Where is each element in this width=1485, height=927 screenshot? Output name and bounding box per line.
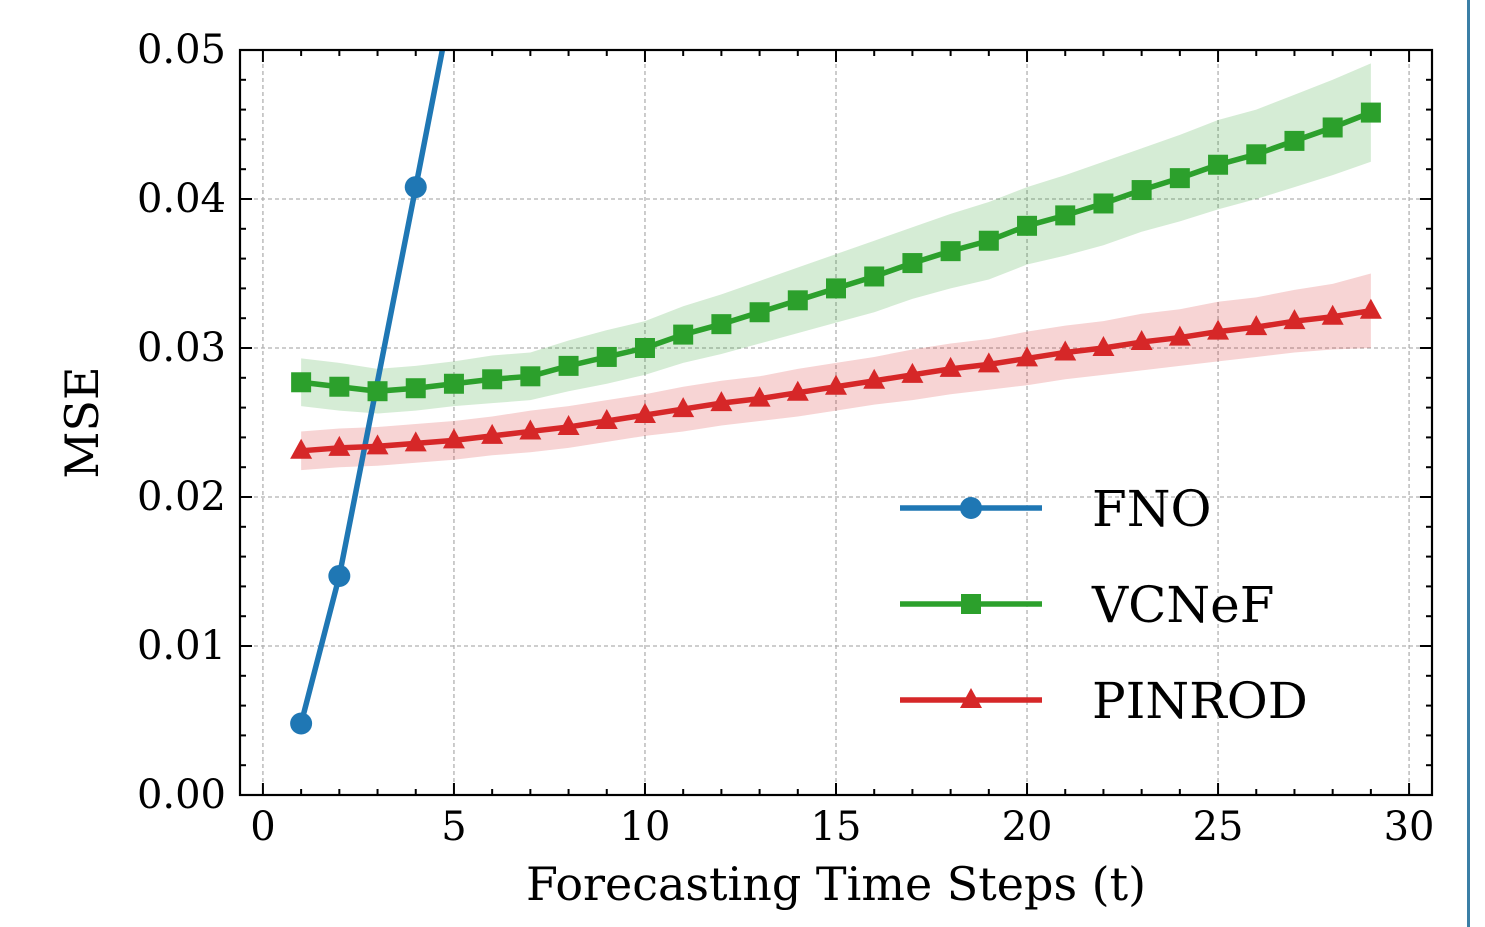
vcnef-marker bbox=[596, 346, 617, 367]
y-axis-title: MSE bbox=[55, 366, 109, 478]
pinrod-marker bbox=[863, 368, 886, 389]
vcnef-marker bbox=[405, 378, 426, 399]
vcnef-marker bbox=[711, 314, 732, 335]
y-tick-label: 0.01 bbox=[137, 623, 226, 669]
pinrod-marker bbox=[939, 356, 962, 377]
axes bbox=[238, 48, 1434, 797]
pinrod-marker bbox=[1283, 309, 1306, 330]
pinrod-marker bbox=[557, 414, 580, 435]
pinrod-marker bbox=[901, 362, 924, 383]
vcnef-marker bbox=[329, 376, 350, 397]
y-tick-label: 0.02 bbox=[137, 474, 226, 520]
pinrod-marker bbox=[825, 374, 847, 395]
pinrod-marker bbox=[977, 352, 1000, 373]
pinrod-marker bbox=[748, 386, 771, 407]
legend-vcnef-marker bbox=[961, 594, 981, 614]
right-edge-border bbox=[1467, 0, 1485, 927]
vcnef-marker bbox=[520, 366, 541, 387]
pinrod-marker bbox=[786, 380, 809, 401]
legend-pinrod-label: PINROD bbox=[1092, 672, 1308, 730]
vcnef-marker bbox=[673, 324, 694, 345]
pinrod-marker bbox=[1245, 315, 1268, 336]
pinrod-marker bbox=[1092, 336, 1115, 356]
vcnef-marker bbox=[749, 302, 770, 323]
x-axis-title: Forecasting Time Steps (t) bbox=[526, 857, 1146, 911]
vcnef-marker bbox=[1169, 168, 1190, 189]
tick-labels: 0 5 10 15 20 25 30 0.00 0.01 0.02 0.03 0.04 0.05 bbox=[137, 27, 1435, 850]
pinrod-marker bbox=[1359, 298, 1382, 319]
pinrod-marker bbox=[290, 438, 313, 459]
x-tick-label: 10 bbox=[620, 804, 671, 850]
y-tick-label: 0.04 bbox=[137, 176, 226, 222]
x-tick-label: 20 bbox=[1002, 804, 1053, 850]
legend: FNO VCNeF PINROD bbox=[900, 480, 1308, 730]
pinrod-marker bbox=[1168, 325, 1191, 346]
vcnef-marker bbox=[558, 355, 579, 376]
fno-marker bbox=[290, 712, 313, 735]
pinrod-marker bbox=[1321, 304, 1344, 325]
vcnef-marker bbox=[978, 230, 999, 251]
pinrod-marker bbox=[366, 434, 389, 455]
pinrod-marker bbox=[1207, 319, 1230, 340]
x-tick-label: 30 bbox=[1384, 804, 1435, 850]
legend-pinrod-marker bbox=[960, 688, 982, 708]
vcnef-marker bbox=[291, 372, 312, 393]
pinrod-marker bbox=[328, 435, 351, 456]
pinrod-marker bbox=[519, 419, 542, 440]
series-markers bbox=[290, 102, 1382, 735]
fno-marker bbox=[404, 176, 427, 199]
pinrod-marker bbox=[1016, 346, 1039, 367]
pinrod-marker bbox=[1130, 330, 1153, 351]
pinrod-marker bbox=[710, 391, 733, 412]
pinrod-marker bbox=[672, 397, 695, 418]
vcnef-marker bbox=[1360, 102, 1381, 123]
legend-fno-marker bbox=[960, 497, 982, 519]
legend-fno-label: FNO bbox=[1092, 480, 1211, 538]
pinrod-marker bbox=[442, 428, 465, 449]
plot-frame bbox=[238, 48, 1434, 797]
x-tick-label: 25 bbox=[1193, 804, 1244, 850]
pinrod-marker bbox=[633, 403, 656, 424]
vcnef-marker bbox=[1284, 130, 1305, 151]
vcnef-marker bbox=[1322, 117, 1343, 138]
vcnef-marker bbox=[1093, 193, 1114, 214]
vcnef-marker bbox=[864, 266, 885, 287]
vcnef-marker bbox=[367, 381, 388, 402]
legend-vcnef-label: VCNeF bbox=[1091, 576, 1274, 634]
vcnef-marker bbox=[443, 373, 464, 394]
vcnef-marker bbox=[902, 253, 923, 274]
y-tick-label: 0.03 bbox=[137, 325, 226, 371]
fno-marker bbox=[328, 564, 351, 587]
x-tick-label: 5 bbox=[441, 804, 466, 850]
pinrod-marker bbox=[404, 431, 427, 452]
vcnef-marker bbox=[482, 369, 503, 390]
vcnef-marker bbox=[826, 278, 846, 299]
vcnef-marker bbox=[634, 338, 655, 358]
x-tick-label: 0 bbox=[250, 804, 275, 850]
vcnef-marker bbox=[1131, 180, 1152, 201]
y-tick-label: 0.00 bbox=[137, 772, 226, 818]
pinrod-marker bbox=[1054, 340, 1077, 361]
vcnef-marker bbox=[1208, 154, 1229, 175]
vcnef-marker bbox=[1055, 205, 1076, 226]
vcnef-marker bbox=[787, 290, 808, 311]
vcnef-marker bbox=[940, 241, 961, 262]
vcnef-marker bbox=[1017, 215, 1038, 236]
pinrod-marker bbox=[481, 423, 504, 444]
pinrod-marker bbox=[595, 409, 618, 430]
confidence-bands bbox=[301, 63, 1371, 471]
vcnef-marker bbox=[1246, 144, 1267, 165]
x-tick-label: 15 bbox=[811, 804, 862, 850]
y-tick-label: 0.05 bbox=[137, 27, 226, 73]
